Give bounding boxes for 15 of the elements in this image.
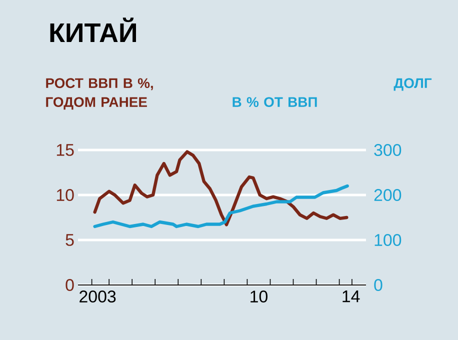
y-tick-label: 0 bbox=[66, 279, 74, 291]
y-tick-label: 5 bbox=[66, 234, 74, 246]
x-tick-label: 14 bbox=[342, 290, 360, 302]
y-tick-label: 10 bbox=[56, 189, 74, 201]
x-tick-label: 10 bbox=[250, 290, 268, 303]
text: ДОЛГ В % ОТ ВВП bbox=[232, 78, 432, 108]
y2-tick-label: 200 bbox=[374, 189, 402, 202]
y2-tick-label: 300 bbox=[374, 144, 402, 156]
y-tick-label: 15 bbox=[56, 144, 74, 156]
y-axis-title: РОСТ ВВП В %, ГОДОМ РАНЕЕ bbox=[46, 78, 153, 110]
y2-tick-label: 100 bbox=[374, 234, 402, 246]
x-tick-label: 2003 bbox=[80, 290, 116, 303]
chart-title: КИТАЙ bbox=[50, 18, 136, 42]
line-series bbox=[93, 150, 348, 226]
y2-tick-label: 0 bbox=[374, 279, 382, 291]
